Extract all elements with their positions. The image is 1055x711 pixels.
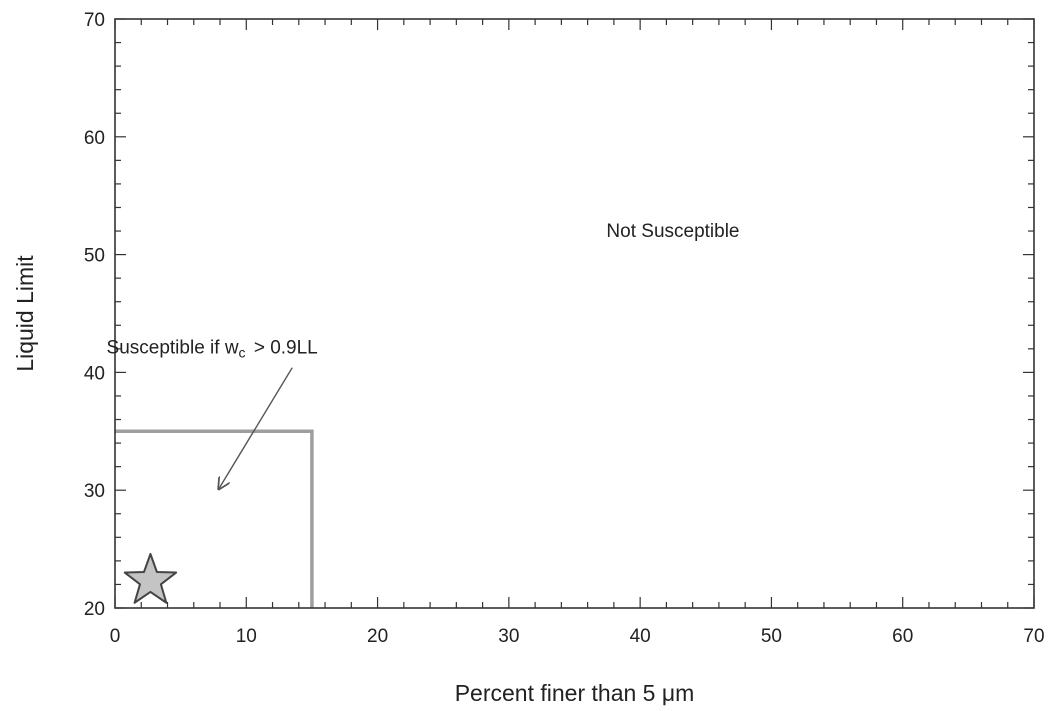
labels-layer: 0 10 20 30 40 50 60 70 20 30 40 50 60 70 Not Susceptib…	[84, 10, 1045, 647]
annotation-susceptible-part: c	[239, 345, 246, 361]
annotation-not-susceptible-part: Not Susceptible	[606, 221, 739, 242]
annotation-susceptible-part: Susceptible if w	[107, 338, 239, 359]
x-axis-title: Percent finer than 5 μm	[455, 680, 695, 706]
annotation-not-susceptible: Not Susceptible	[606, 221, 739, 242]
y-tick-label: 70	[84, 10, 105, 31]
x-tick-label: 30	[498, 626, 519, 647]
y-tick-label: 30	[84, 481, 105, 502]
x-tick-label: 0	[110, 626, 121, 647]
y-tick-label: 50	[84, 246, 105, 267]
x-tick-label: 20	[367, 626, 388, 647]
susceptible-region-boundary	[115, 429, 314, 608]
x-tick-label: 40	[630, 626, 651, 647]
plot-frame	[114, 18, 1035, 609]
x-tick-label: 50	[761, 626, 782, 647]
y-tick-label: 20	[84, 599, 105, 620]
y-tick-label: 40	[84, 363, 105, 384]
y-axis-title: Liquid Limit	[12, 255, 38, 372]
annotation-susceptible-part: > 0.9LL	[249, 338, 318, 359]
ticks-layer	[114, 18, 1035, 609]
y-tick-label: 60	[84, 128, 105, 149]
x-tick-label: 60	[892, 626, 913, 647]
star-data-point	[123, 552, 178, 604]
annotation-susceptible: Susceptible if wc > 0.9LL	[107, 338, 318, 361]
x-tick-label: 10	[236, 626, 257, 647]
points-layer	[123, 552, 178, 604]
region-layer	[115, 429, 314, 608]
annotation-arrow	[219, 367, 293, 489]
x-tick-label: 70	[1023, 626, 1044, 647]
